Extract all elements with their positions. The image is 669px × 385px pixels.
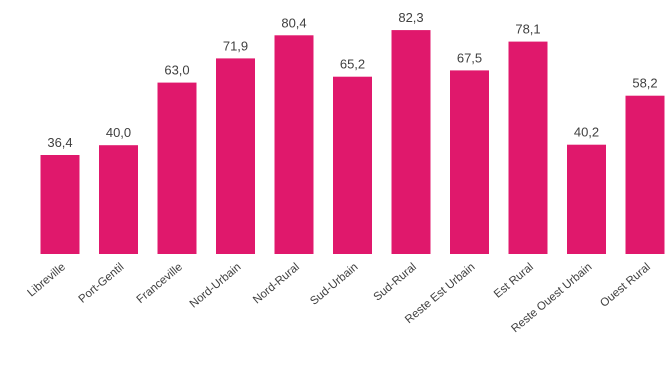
category-label: Franceville — [135, 261, 185, 306]
data-label: 80,4 — [281, 15, 306, 30]
category-label: Libreville — [25, 261, 67, 299]
bar-libreville — [40, 155, 80, 254]
data-label: 40,0 — [106, 125, 131, 140]
bar-nord-urbain — [216, 58, 255, 255]
bar-franceville — [157, 82, 197, 254]
data-label: 67,5 — [457, 50, 482, 65]
data-label: 82,3 — [398, 10, 423, 25]
bar-nord-rural — [274, 35, 314, 254]
category-label: Port-Gentil — [77, 261, 127, 306]
bar-reste-est-urbain — [450, 70, 489, 255]
bar-sud-urbain — [333, 76, 372, 254]
data-label: 58,2 — [632, 76, 657, 91]
bar-port-gentil — [99, 145, 138, 254]
bar-ouest-rural — [625, 95, 665, 254]
category-label: Sud-Rural — [372, 261, 419, 303]
bar-reste-ouest-urbain — [567, 144, 606, 254]
bar-est-rural — [508, 41, 548, 254]
category-label: Est Rural — [492, 261, 536, 301]
category-label: Ouest Rural — [598, 261, 653, 310]
data-label: 40,2 — [574, 125, 599, 140]
data-label: 78,1 — [515, 22, 540, 37]
bar-sud-rural — [391, 30, 431, 254]
data-label: 71,9 — [223, 38, 248, 53]
category-label: Nord-Rural — [251, 261, 302, 306]
data-label: 36,4 — [47, 135, 72, 150]
data-label: 65,2 — [340, 57, 365, 72]
data-label: 63,0 — [164, 63, 189, 78]
category-label: Sud-Urbain — [308, 261, 360, 308]
category-label: Nord-Urbain — [188, 261, 244, 310]
